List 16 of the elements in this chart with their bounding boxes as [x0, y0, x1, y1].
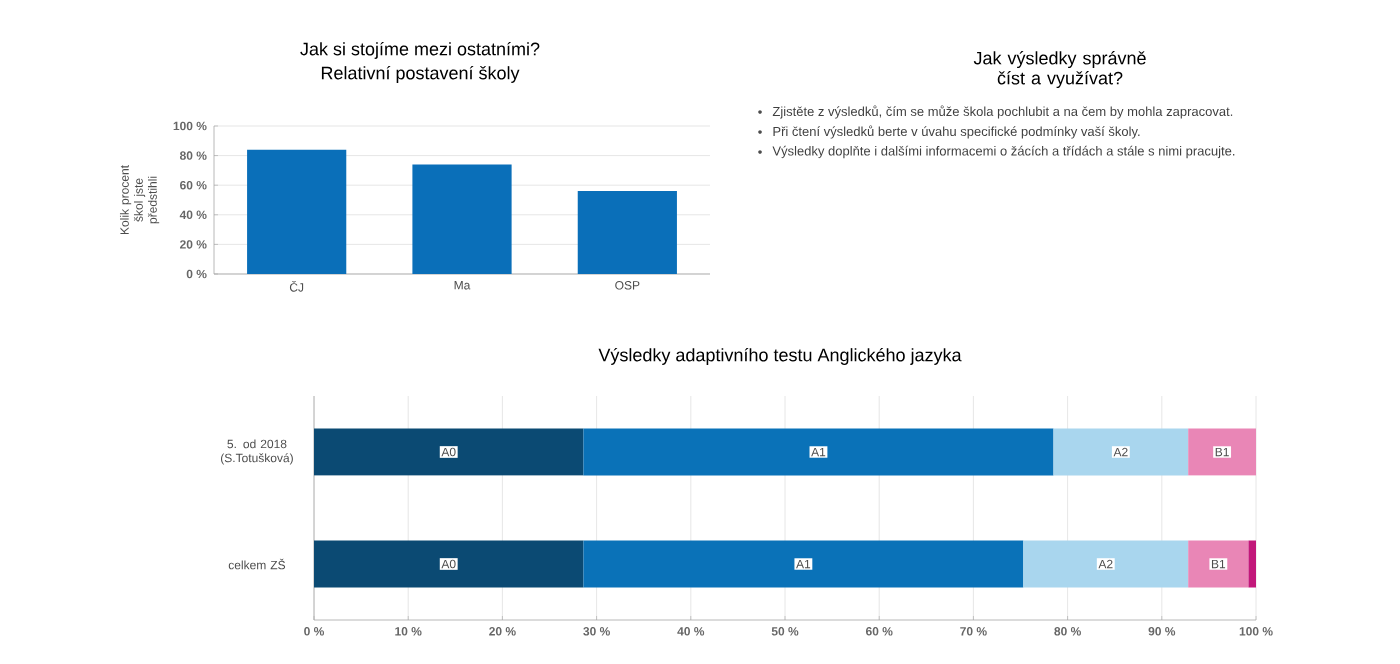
chart-title: Jak si stojíme mezi ostatními?	[300, 41, 540, 59]
bar	[1053, 428, 1189, 476]
chart-title: Výsledky adaptivního testu Anglického jazyka	[598, 347, 962, 365]
chart-subtitle: Relativní postavení školy	[321, 65, 520, 83]
text: Jak výsledky správně číst a využívat?	[973, 51, 1146, 89]
bar	[1023, 540, 1189, 588]
bar	[1248, 540, 1257, 588]
bar	[412, 164, 512, 274]
bar	[1188, 428, 1257, 476]
bar	[247, 149, 347, 274]
bar	[314, 540, 584, 588]
bar	[577, 191, 677, 274]
bar	[1188, 540, 1249, 588]
bar	[583, 428, 1054, 476]
bar	[314, 428, 584, 476]
bar	[583, 540, 1024, 588]
